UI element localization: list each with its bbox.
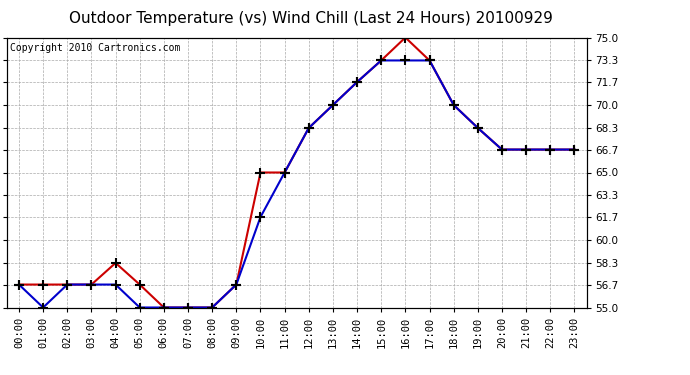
Text: Outdoor Temperature (vs) Wind Chill (Last 24 Hours) 20100929: Outdoor Temperature (vs) Wind Chill (Las… — [68, 11, 553, 26]
Text: Copyright 2010 Cartronics.com: Copyright 2010 Cartronics.com — [10, 43, 180, 53]
